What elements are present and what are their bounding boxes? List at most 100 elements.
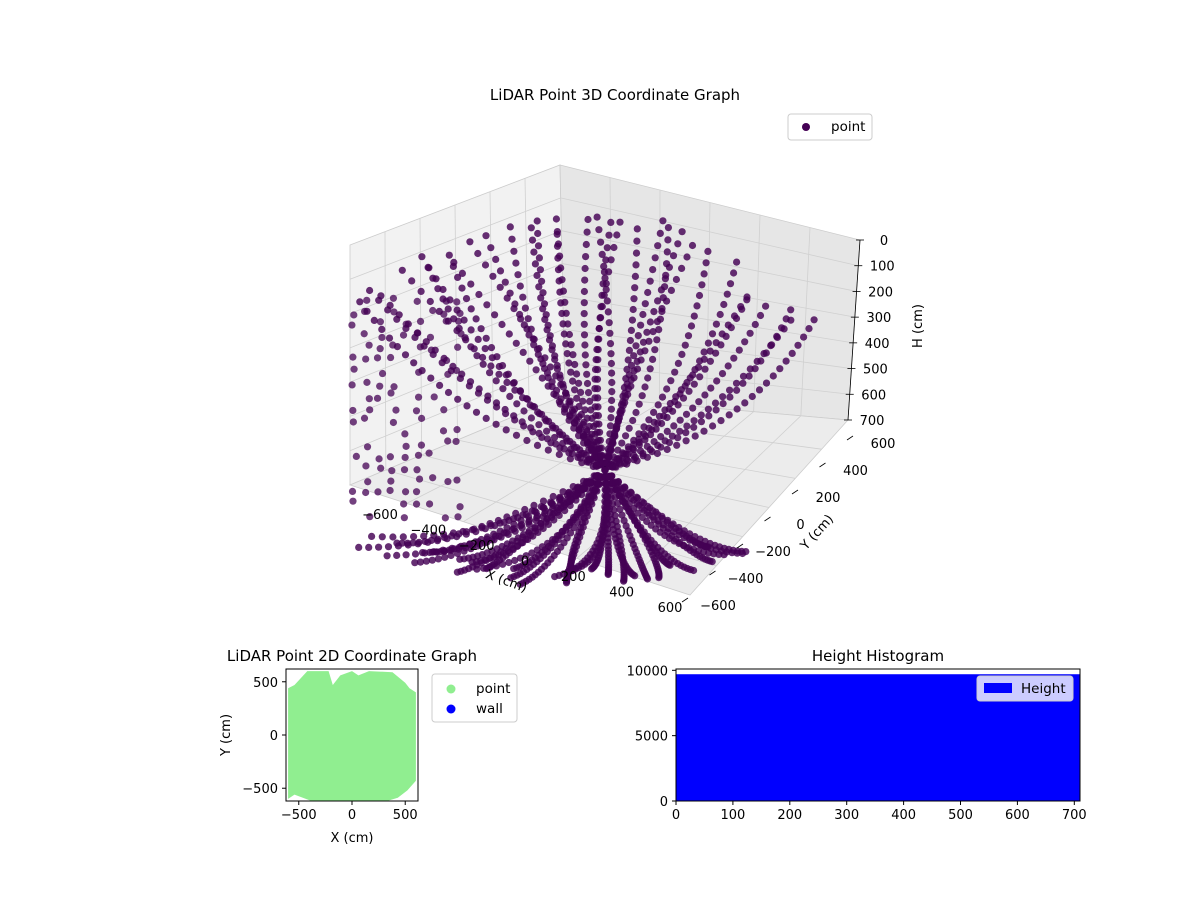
- point-marker: [580, 418, 588, 426]
- point-marker: [553, 230, 561, 238]
- point-marker: [486, 520, 494, 528]
- point-marker: [585, 503, 593, 511]
- point-marker: [416, 558, 425, 566]
- point-marker: [571, 360, 579, 369]
- point-marker: [655, 326, 663, 334]
- x-tick-label-3d: −200: [459, 539, 495, 554]
- point-marker: [542, 417, 550, 425]
- point-marker: [767, 342, 775, 350]
- point-marker: [598, 302, 606, 311]
- histogram: Height Histogram 0 100 200 300 400 500 600 7000…: [627, 647, 1087, 823]
- point-marker: [666, 399, 674, 408]
- grid-line: [706, 202, 711, 408]
- point-marker: [455, 530, 463, 538]
- point-cloud: [348, 213, 818, 589]
- point-marker: [641, 436, 649, 444]
- point-marker: [649, 355, 657, 363]
- legend-3d-box: [787, 113, 873, 141]
- point-marker: [370, 316, 378, 324]
- point-marker: [491, 311, 499, 319]
- point-marker: [559, 320, 567, 328]
- point-marker: [532, 366, 540, 374]
- point-marker: [608, 378, 616, 387]
- point-marker: [595, 226, 603, 234]
- point-marker: [621, 399, 629, 407]
- point-marker: [544, 446, 552, 454]
- point-marker: [442, 297, 450, 305]
- point-marker: [401, 453, 409, 462]
- point-marker: [725, 411, 733, 419]
- point-marker: [366, 513, 374, 521]
- point-marker: [526, 357, 534, 365]
- point-marker: [414, 451, 423, 459]
- point-marker: [553, 242, 562, 250]
- point-marker: [559, 488, 567, 496]
- point-marker: [704, 405, 713, 413]
- point-marker: [504, 530, 512, 539]
- x-tick-label-hist: 100: [720, 808, 745, 823]
- point-marker: [685, 387, 693, 395]
- point-marker: [661, 406, 669, 414]
- point-marker: [429, 274, 437, 282]
- point-marker: [425, 449, 433, 457]
- point-marker: [506, 392, 514, 400]
- point-marker: [441, 534, 449, 542]
- point-marker: [644, 288, 652, 297]
- point-marker: [376, 345, 384, 353]
- x-tick-label-hist: 200: [777, 808, 802, 823]
- point-marker: [582, 509, 591, 517]
- point-marker: [655, 412, 664, 420]
- point-marker: [453, 426, 461, 434]
- point-marker: [499, 385, 507, 393]
- point-marker: [700, 348, 708, 356]
- point-marker: [444, 305, 452, 313]
- point-marker: [614, 478, 623, 486]
- point-marker: [436, 381, 444, 389]
- ticks-histogram: 0 100 200 300 400 500 600 700 0 5000 10000: [627, 664, 1087, 823]
- point-marker: [503, 540, 511, 548]
- point-marker: [448, 532, 456, 540]
- point-marker: [458, 269, 466, 277]
- point-marker: [591, 385, 599, 393]
- point-marker: [402, 442, 410, 450]
- legend-2d-wall-label: wall: [476, 701, 503, 717]
- point-marker: [363, 378, 371, 386]
- point-marker: [542, 518, 550, 526]
- legend-2d: point wall: [431, 673, 518, 723]
- point-marker: [720, 300, 728, 309]
- point-marker: [617, 489, 625, 497]
- point-marker: [544, 374, 552, 382]
- point-marker: [487, 344, 496, 352]
- point-marker: [700, 355, 708, 363]
- point-marker: [643, 453, 652, 461]
- point-marker: [376, 382, 384, 390]
- point-marker: [661, 437, 669, 445]
- point-marker: [769, 372, 777, 380]
- point-marker: [690, 423, 698, 431]
- point-marker: [670, 422, 678, 430]
- z-tick-label: 400: [865, 337, 890, 352]
- point-marker: [428, 556, 436, 564]
- point-marker: [511, 556, 519, 565]
- point-marker: [548, 383, 556, 391]
- point-marker: [561, 408, 569, 416]
- point-marker: [693, 302, 701, 310]
- y-tick-label-3d: −400: [728, 572, 764, 587]
- point-marker: [591, 403, 599, 411]
- point-marker: [535, 254, 544, 262]
- point-marker: [534, 242, 543, 250]
- point-marker: [543, 435, 552, 443]
- point-marker: [570, 424, 578, 432]
- grid-line: [489, 191, 494, 426]
- point-marker: [549, 492, 557, 501]
- point-marker: [583, 426, 591, 434]
- point-marker: [632, 408, 640, 417]
- point-marker: [635, 435, 643, 443]
- point-marker: [606, 422, 615, 430]
- point-marker: [672, 393, 680, 401]
- point-marker: [366, 406, 374, 414]
- point-marker: [440, 547, 448, 555]
- x-tick-label-2d: 500: [393, 808, 418, 823]
- point-marker: [527, 424, 535, 432]
- point-marker: [474, 335, 482, 343]
